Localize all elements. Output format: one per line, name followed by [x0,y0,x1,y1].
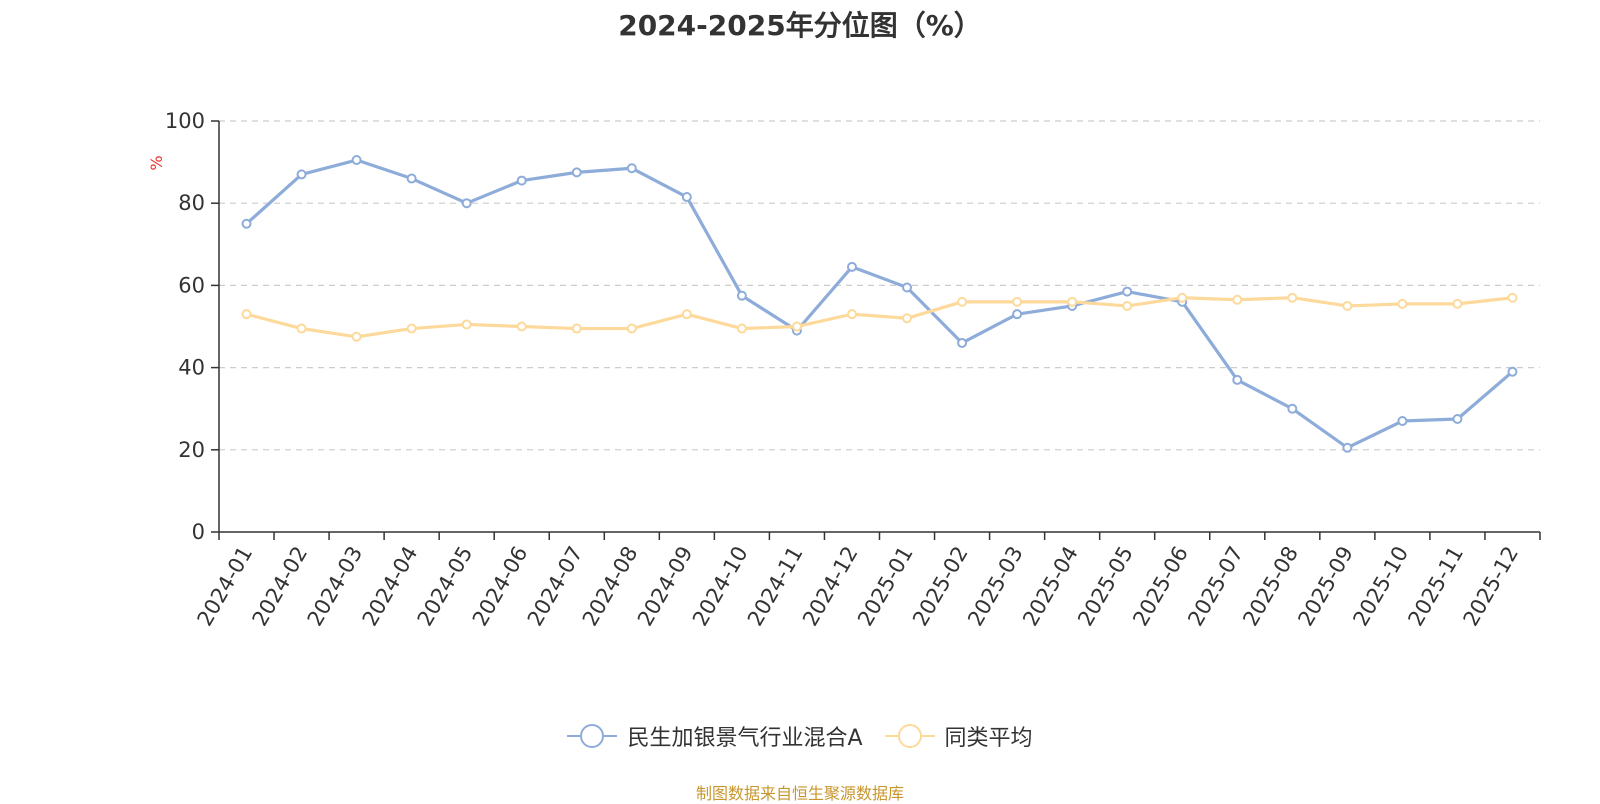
chart-title: 2024-2025年分位图（%） [618,9,982,42]
data-point-series-2 [571,323,582,334]
legend-label-series-2: 同类平均 [944,726,1033,751]
axes: 0204060801002024-012024-022024-032024-04… [165,109,1541,630]
data-point-series-2 [846,309,857,320]
y-axis-label: % [147,155,166,170]
data-point-series-1 [241,218,252,229]
data-point-series-2 [351,331,362,342]
data-point-series-1 [406,173,417,184]
legend-marker-icon [884,724,935,748]
data-point-series-1 [296,169,307,180]
data-point-series-1 [902,282,913,293]
data-point-series-1 [571,167,582,178]
grid-lines [219,120,1540,451]
data-point-series-1 [846,261,857,272]
x-tick-label: 2025-12 [1459,542,1524,630]
data-point-series-2 [1507,292,1518,303]
data-point-series-1 [736,290,747,301]
legend-item-series-2[interactable]: 同类平均 [884,720,1033,752]
data-point-series-2 [516,321,527,332]
data-point-series-1 [1342,442,1353,453]
data-point-series-1 [461,198,472,209]
series-lines [241,155,1518,453]
data-point-series-2 [791,321,802,332]
y-tick-label: 60 [178,273,205,297]
data-point-series-2 [1232,294,1243,305]
data-point-series-1 [1122,286,1133,297]
data-point-series-2 [1342,300,1353,311]
series-line-2 [246,296,1513,339]
y-tick-label: 0 [192,520,205,544]
source-note: 制图数据来自恒生聚源数据库 [695,784,904,803]
data-point-series-1 [1287,403,1298,414]
data-point-series-2 [1012,296,1023,307]
y-tick-label: 80 [178,191,205,215]
data-point-series-2 [1177,292,1188,303]
series-line-1 [245,158,1514,450]
data-point-series-1 [957,337,968,348]
data-point-series-1 [1507,366,1518,377]
legend-marker-icon [567,724,618,748]
data-point-series-2 [461,319,472,330]
data-point-series-1 [1232,374,1243,385]
data-point-series-1 [351,155,362,166]
data-point-series-2 [902,313,913,324]
data-point-series-2 [241,309,252,320]
data-point-series-2 [681,309,692,320]
data-point-series-2 [406,323,417,334]
data-point-series-2 [736,323,747,334]
y-tick-label: 100 [165,109,205,133]
legend-label-series-1: 民生加银景气行业混合A [627,726,863,751]
data-point-series-2 [1452,298,1463,309]
data-point-series-2 [626,323,637,334]
data-point-series-2 [1067,296,1078,307]
data-point-series-2 [1122,300,1133,311]
legend: 民生加银景气行业混合A 同类平均 [0,720,1600,752]
legend-item-series-1[interactable]: 民生加银景气行业混合A [567,720,863,752]
data-point-series-1 [681,192,692,203]
data-point-series-2 [1397,298,1408,309]
data-point-series-1 [1012,309,1023,320]
data-point-series-2 [957,296,968,307]
data-point-series-2 [296,323,307,334]
data-point-series-1 [1452,413,1463,424]
data-point-series-1 [516,175,527,186]
line-chart: 0204060801002024-012024-022024-032024-04… [147,109,1541,630]
y-tick-label: 20 [178,438,205,462]
y-tick-label: 40 [178,356,205,380]
data-point-series-1 [1397,416,1408,427]
data-point-series-1 [626,163,637,174]
data-point-series-2 [1287,292,1298,303]
